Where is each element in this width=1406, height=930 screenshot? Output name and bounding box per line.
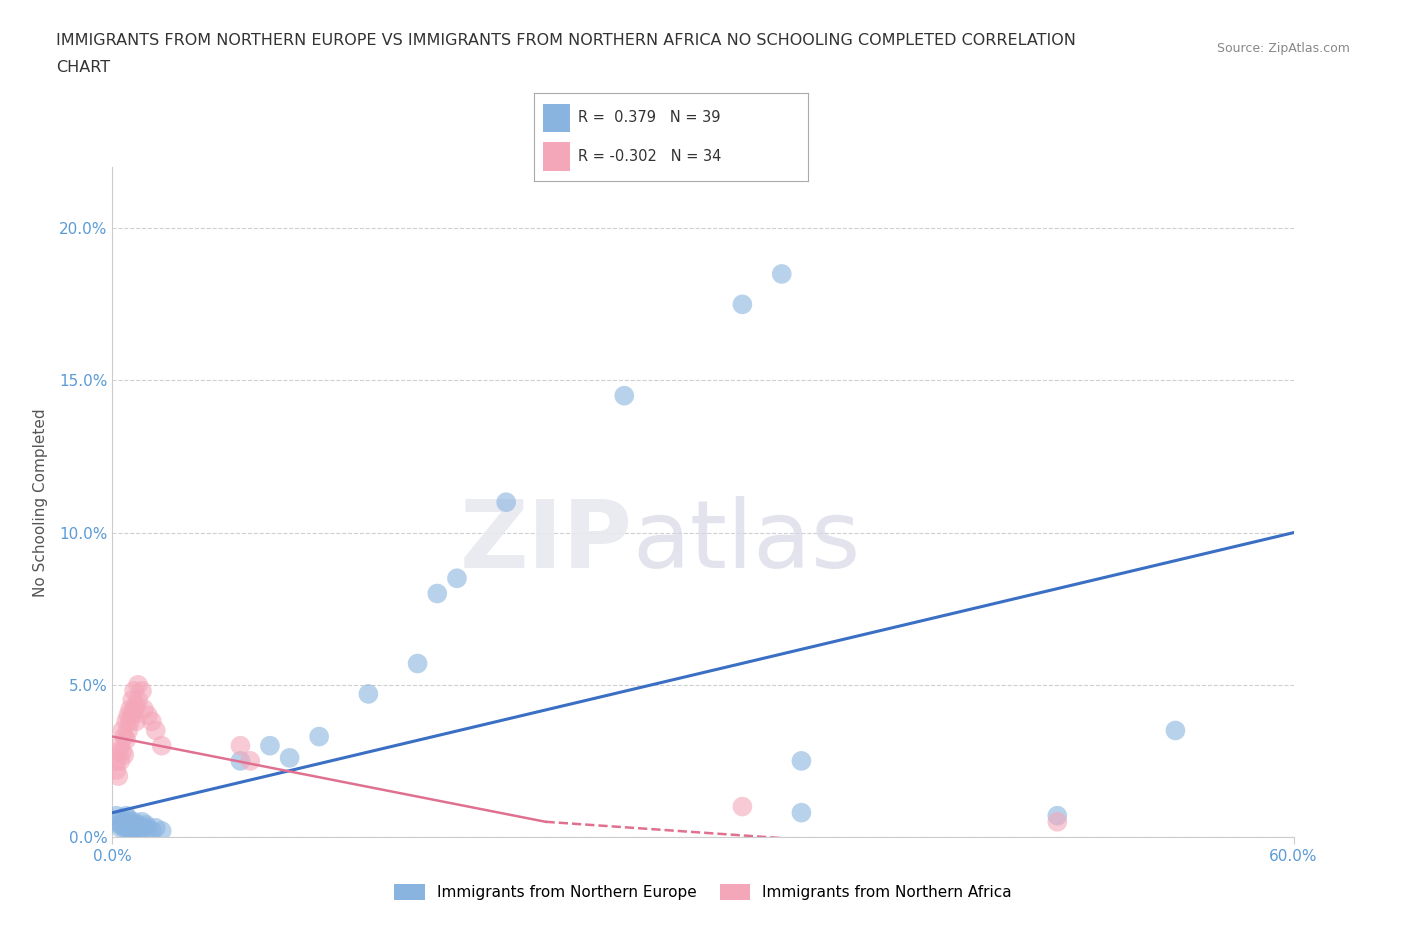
Point: [357, 686, 380, 701]
Text: R =  0.379   N = 39: R = 0.379 N = 39: [578, 111, 721, 126]
Point: [121, 823, 143, 838]
Point: [145, 820, 167, 835]
Point: [141, 714, 163, 729]
Point: [111, 744, 134, 759]
Point: [613, 388, 636, 403]
Point: [112, 820, 135, 835]
Point: [125, 820, 148, 835]
Point: [150, 823, 173, 838]
Point: [135, 817, 157, 832]
Point: [117, 811, 139, 826]
Point: [259, 738, 281, 753]
Point: [406, 656, 429, 671]
Point: [150, 738, 173, 753]
Point: [112, 729, 135, 744]
Point: [110, 817, 132, 832]
Point: [770, 267, 793, 282]
Text: atlas: atlas: [633, 497, 860, 589]
Point: [446, 571, 468, 586]
Point: [1164, 723, 1187, 737]
Text: Source: ZipAtlas.com: Source: ZipAtlas.com: [1216, 42, 1350, 55]
Point: [117, 708, 139, 723]
Point: [229, 738, 252, 753]
Point: [125, 698, 148, 713]
Point: [1046, 808, 1069, 823]
Point: [122, 684, 145, 698]
Point: [145, 723, 167, 737]
Point: [122, 815, 145, 830]
Point: [121, 708, 143, 723]
Point: [127, 817, 149, 832]
Point: [125, 817, 148, 832]
Point: [105, 763, 128, 777]
Point: [120, 820, 142, 835]
Point: [426, 586, 449, 601]
Point: [136, 820, 159, 835]
Point: [132, 702, 155, 717]
Point: [121, 693, 143, 708]
Point: [115, 732, 138, 747]
Text: R = -0.302   N = 34: R = -0.302 N = 34: [578, 149, 721, 164]
Text: ZIP: ZIP: [460, 497, 633, 589]
Point: [117, 723, 139, 737]
Text: CHART: CHART: [56, 60, 110, 75]
Point: [115, 820, 138, 835]
Point: [121, 817, 143, 832]
Point: [790, 753, 813, 768]
Point: [115, 714, 138, 729]
Point: [495, 495, 517, 510]
Point: [131, 684, 153, 698]
Point: [107, 744, 129, 759]
Text: IMMIGRANTS FROM NORTHERN EUROPE VS IMMIGRANTS FROM NORTHERN AFRICA NO SCHOOLING : IMMIGRANTS FROM NORTHERN EUROPE VS IMMIG…: [56, 33, 1076, 47]
Point: [308, 729, 330, 744]
Point: [136, 708, 159, 723]
Point: [115, 808, 138, 823]
Point: [141, 823, 163, 838]
Point: [790, 805, 813, 820]
Point: [122, 820, 145, 835]
Point: [125, 714, 148, 729]
Point: [117, 817, 139, 832]
Point: [1046, 815, 1069, 830]
Bar: [543, 103, 569, 132]
Point: [229, 753, 252, 768]
Point: [110, 820, 132, 835]
Point: [120, 702, 142, 717]
Point: [131, 815, 153, 830]
Point: [127, 823, 149, 838]
Point: [112, 815, 135, 830]
Point: [111, 723, 134, 737]
Point: [107, 815, 129, 830]
Point: [110, 738, 132, 753]
Point: [111, 811, 134, 826]
Point: [129, 820, 152, 835]
Point: [105, 808, 128, 823]
Point: [122, 702, 145, 717]
Point: [111, 817, 134, 832]
Y-axis label: No Schooling Completed: No Schooling Completed: [34, 408, 48, 596]
Point: [120, 714, 142, 729]
Point: [127, 677, 149, 692]
Point: [132, 820, 155, 835]
Point: [127, 693, 149, 708]
Legend: Immigrants from Northern Europe, Immigrants from Northern Africa: Immigrants from Northern Europe, Immigra…: [388, 878, 1018, 907]
Point: [112, 748, 135, 763]
Point: [731, 799, 754, 814]
Point: [107, 769, 129, 784]
Point: [105, 753, 128, 768]
Point: [110, 753, 132, 768]
Bar: [543, 142, 569, 171]
Point: [239, 753, 262, 768]
Point: [731, 297, 754, 312]
Point: [278, 751, 301, 765]
Point: [120, 815, 142, 830]
